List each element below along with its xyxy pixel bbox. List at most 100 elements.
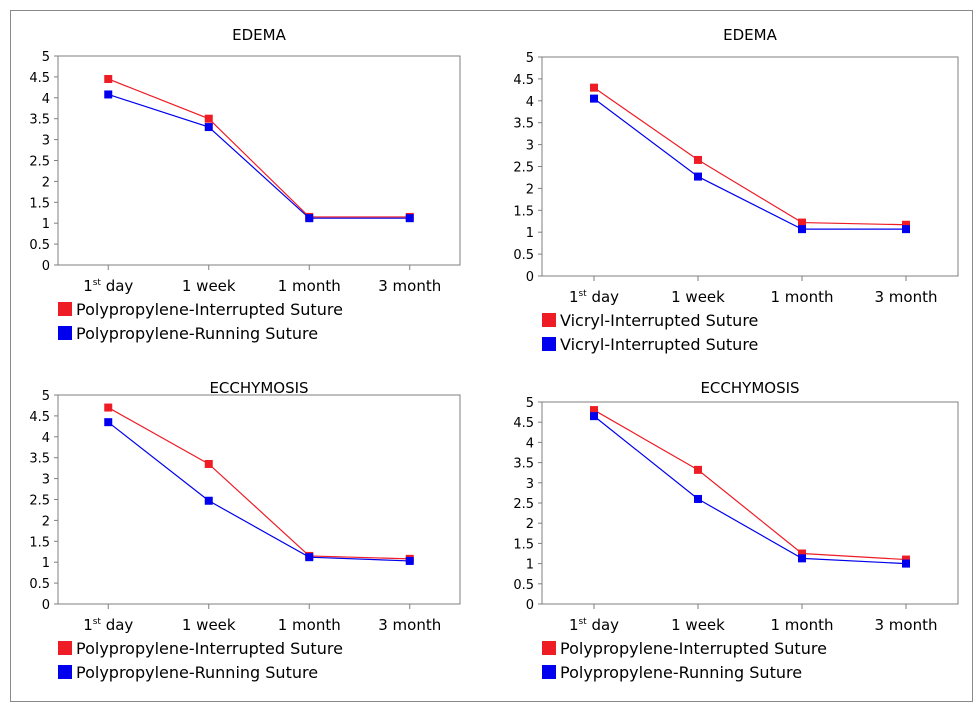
legend-swatch	[58, 326, 72, 340]
y-tick-label: 5	[42, 50, 50, 65]
data-point	[204, 123, 213, 132]
y-tick-label: 0.5	[513, 578, 534, 593]
y-tick-label: 3.5	[513, 117, 534, 132]
y-tick-label: 5	[42, 389, 50, 404]
y-tick-label: 2	[526, 517, 534, 532]
y-tick-label: 4	[526, 95, 534, 110]
data-point	[902, 225, 910, 234]
y-tick-label: 2.5	[29, 494, 50, 509]
x-tick-label: 1st day	[83, 616, 133, 634]
y-tick-label: 4.5	[29, 410, 50, 425]
legend-label: Polypropylene-Running Suture	[560, 663, 802, 682]
y-tick-label: 2.5	[513, 497, 534, 512]
y-tick-label: 4	[526, 436, 534, 451]
chart-title: ECCHYMOSIS	[700, 379, 799, 397]
data-point	[204, 496, 213, 505]
y-tick-label: 0	[526, 598, 534, 613]
y-tick-label: 2	[526, 182, 534, 197]
series-line	[593, 87, 907, 226]
x-tick-label: 1 week	[182, 277, 236, 295]
y-tick-label: 3	[526, 477, 534, 492]
y-tick-label: 2.5	[29, 155, 50, 170]
data-point	[902, 220, 910, 229]
data-point	[798, 554, 806, 563]
legend-label: Polypropylene-Running Suture	[76, 663, 318, 682]
y-tick-label: 4	[42, 431, 50, 446]
data-point	[694, 494, 702, 503]
x-tick-label: 3 month	[378, 616, 441, 634]
legend-label: Polypropylene-Interrupted Suture	[76, 300, 343, 319]
series-line	[593, 98, 906, 230]
y-tick-label: 1.5	[513, 204, 534, 219]
chart-ecchymosis-polypropylene-left: ECCHYMOSIS 0 0.5 1 1.5 2 2.5 3 3.5 4 4.5 5 1st day 1 …	[29, 379, 461, 682]
data-point	[694, 172, 702, 181]
y-tick-label: 2	[42, 175, 50, 190]
data-point	[405, 556, 414, 565]
legend-swatch	[542, 313, 556, 327]
chart-edema-polypropylene: EDEMA 0 0.5 1 1.5 2 2.5 3 3.5 4 4.5 5 1st day 1 week 1…	[29, 26, 461, 343]
data-point	[798, 549, 806, 558]
x-tick-label: 1 month	[771, 288, 834, 306]
y-tick-label: 1.5	[29, 535, 50, 550]
y-tick-label: 1	[526, 558, 534, 573]
legend-label: Polypropylene-Running Suture	[76, 324, 318, 343]
plot-area	[541, 401, 959, 605]
chart-title: EDEMA	[232, 26, 286, 44]
y-tick-label: 1	[526, 226, 534, 241]
data-point	[590, 412, 598, 421]
legend-swatch	[58, 302, 72, 316]
x-tick-label: 3 month	[875, 288, 938, 306]
y-tick-label: 3.5	[29, 113, 50, 128]
y-tick-label: 2	[42, 514, 50, 529]
y-tick-label: 5	[526, 51, 534, 66]
series-line	[593, 415, 907, 565]
legend-swatch	[58, 665, 72, 679]
y-tick-label: 1.5	[513, 537, 534, 552]
data-point	[305, 214, 314, 223]
data-point	[590, 83, 598, 92]
data-point	[204, 114, 213, 123]
chart-title: ECCHYMOSIS	[209, 379, 308, 397]
series-line	[593, 409, 907, 561]
series-line	[107, 407, 410, 560]
y-tick-label: 2.5	[513, 161, 534, 176]
legend-label: Vicryl-Interrupted Suture	[560, 311, 758, 330]
data-point	[590, 406, 598, 415]
data-point	[104, 74, 113, 83]
legend-swatch	[58, 641, 72, 655]
y-tick-label: 3	[42, 473, 50, 488]
x-tick-label: 1 week	[671, 616, 725, 634]
chart-edema-vicryl: EDEMA 0 0.5 1 1.5 2 2.5 3 3.5 4 4.5 5 1st day 1 week 1…	[513, 26, 959, 354]
y-tick-label: 4.5	[29, 71, 50, 86]
data-point	[305, 553, 314, 562]
x-tick-label: 1 month	[278, 277, 341, 295]
y-tick-label: 4	[42, 92, 50, 107]
x-tick-label: 3 month	[378, 277, 441, 295]
x-tick-label: 1 week	[182, 616, 236, 634]
series-line	[108, 78, 410, 218]
plot-area	[57, 55, 461, 266]
y-tick-label: 4.5	[513, 416, 534, 431]
x-tick-label: 1 month	[771, 616, 834, 634]
legend-swatch	[542, 641, 556, 655]
x-tick-label: 3 month	[875, 616, 938, 634]
data-point	[405, 214, 414, 223]
legend-label: Polypropylene-Interrupted Suture	[76, 639, 343, 658]
legend-swatch	[542, 665, 556, 679]
y-tick-label: 5	[526, 396, 534, 411]
legend-label: Polypropylene-Interrupted Suture	[560, 639, 827, 658]
y-tick-label: 1.5	[29, 196, 50, 211]
plot-area	[57, 394, 461, 605]
series-line	[108, 93, 410, 219]
y-tick-label: 0	[42, 598, 50, 613]
x-tick-label: 1 month	[278, 616, 341, 634]
data-point	[798, 225, 806, 234]
y-tick-label: 1	[42, 217, 50, 232]
legend-label: Vicryl-Interrupted Suture	[560, 335, 758, 354]
data-point	[104, 90, 113, 99]
data-point	[104, 403, 113, 412]
y-tick-label: 0.5	[29, 238, 50, 253]
data-point	[590, 94, 598, 103]
series-line	[107, 421, 410, 562]
x-tick-label: 1st day	[569, 288, 619, 306]
